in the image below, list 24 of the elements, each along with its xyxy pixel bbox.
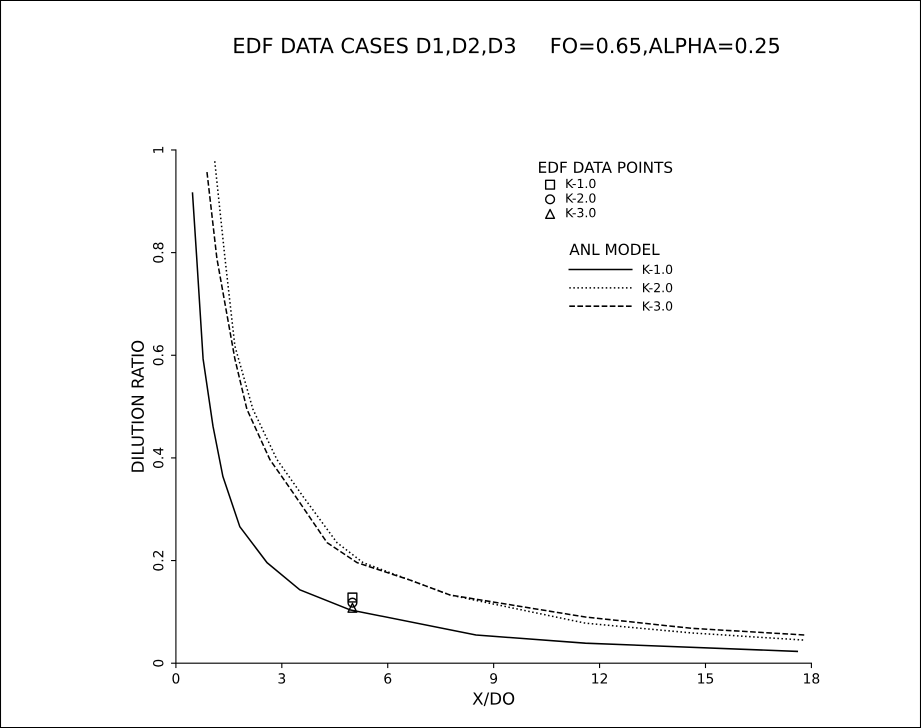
- x-tick-label: 9: [490, 673, 498, 684]
- legend-label: K-1.0: [643, 264, 672, 274]
- y-tick-label: 0.2: [152, 550, 164, 571]
- x-tick-label: 6: [384, 673, 392, 684]
- y-tick-label: 0: [152, 660, 164, 667]
- annotation: ANL MODEL: [569, 244, 660, 256]
- legend-label: K-2.0: [643, 282, 672, 292]
- legend-label: K-3.0: [566, 208, 596, 218]
- chart-title: EDF DATA CASES D1,D2,D3 FO=0.65,ALPHA=0.25: [234, 38, 779, 56]
- legend-label: K-1.0: [566, 178, 596, 188]
- legend-label: K-2.0: [566, 193, 596, 203]
- y-tick-label: 1: [153, 146, 164, 153]
- y-tick-label: 0.4: [152, 448, 164, 468]
- y-axis-title: DILUTION RATIO: [131, 340, 144, 472]
- y-tick-label: 0.8: [152, 242, 164, 263]
- x-tick-label: 15: [698, 673, 714, 684]
- legend-title: EDF DATA POINTS: [539, 161, 672, 174]
- x-tick-label: 3: [278, 673, 286, 684]
- legend-label: K-3.0: [643, 301, 672, 311]
- x-tick-label: 18: [804, 673, 820, 684]
- x-axis-title: X/DO: [472, 692, 514, 706]
- y-tick-label: 0.6: [152, 345, 164, 366]
- x-tick-label: 12: [592, 673, 608, 684]
- x-tick-label: 0: [172, 673, 180, 684]
